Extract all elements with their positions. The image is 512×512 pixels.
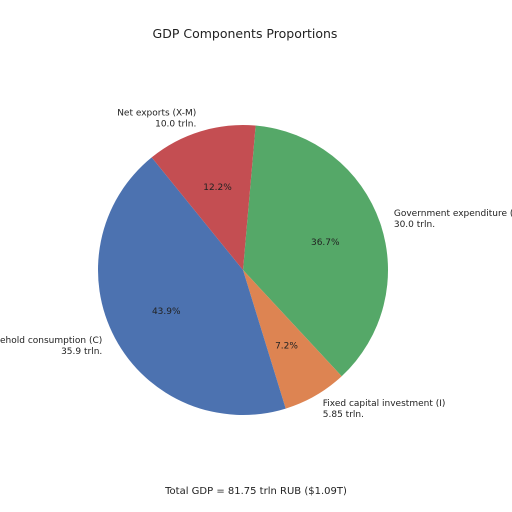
percent-label-fixed-capital-investment-i: 7.2% [275, 341, 298, 351]
slice-label-name: Net exports (X-M) [117, 108, 196, 118]
total-gdp-footer: Total GDP = 81.75 trln RUB ($1.09T) [164, 486, 347, 497]
pie-slice-household-consumption-c [98, 157, 286, 415]
percent-label-household-consumption-c: 43.9% [152, 307, 181, 317]
slice-label-fixed-capital-investment-i: Fixed capital investment (I) 5.85 trln. [323, 399, 446, 420]
slice-label-value: 30.0 trln. [394, 220, 435, 230]
slice-label-value: 5.85 trln. [323, 410, 364, 420]
slice-label-net-exports-x-m: Net exports (X-M) 10.0 trln. [117, 108, 196, 129]
slice-label-household-consumption-c: Household consumption (C)35.9 trln. [0, 336, 102, 357]
pie-slice-fixed-capital-investment-i [243, 270, 342, 409]
slice-label-value: 10.0 trln. [155, 119, 196, 129]
slice-label-name: Household consumption (C) [0, 336, 102, 346]
slice-label-name: Fixed capital investment (I) [323, 399, 446, 409]
pie-slice-net-exports-x-m [151, 125, 256, 270]
slice-labels: Government expenditure (G) 30.0 trln. Fixe… [0, 108, 512, 420]
pie-slice-government-expenditure-g [243, 125, 388, 377]
pie-slices [98, 125, 388, 415]
chart-title: GDP Components Proportions [153, 26, 338, 41]
percent-labels: 36.7% 7.2% 43.9% 12.2% [152, 183, 340, 352]
percent-label-government-expenditure-g: 36.7% [311, 238, 340, 248]
slice-label-value: 35.9 trln. [61, 347, 102, 357]
slice-label-government-expenditure-g: Government expenditure (G) 30.0 trln. [394, 209, 512, 230]
percent-label-net-exports-x-m: 12.2% [203, 183, 232, 193]
slice-label-name: Government expenditure (G) [394, 209, 512, 219]
